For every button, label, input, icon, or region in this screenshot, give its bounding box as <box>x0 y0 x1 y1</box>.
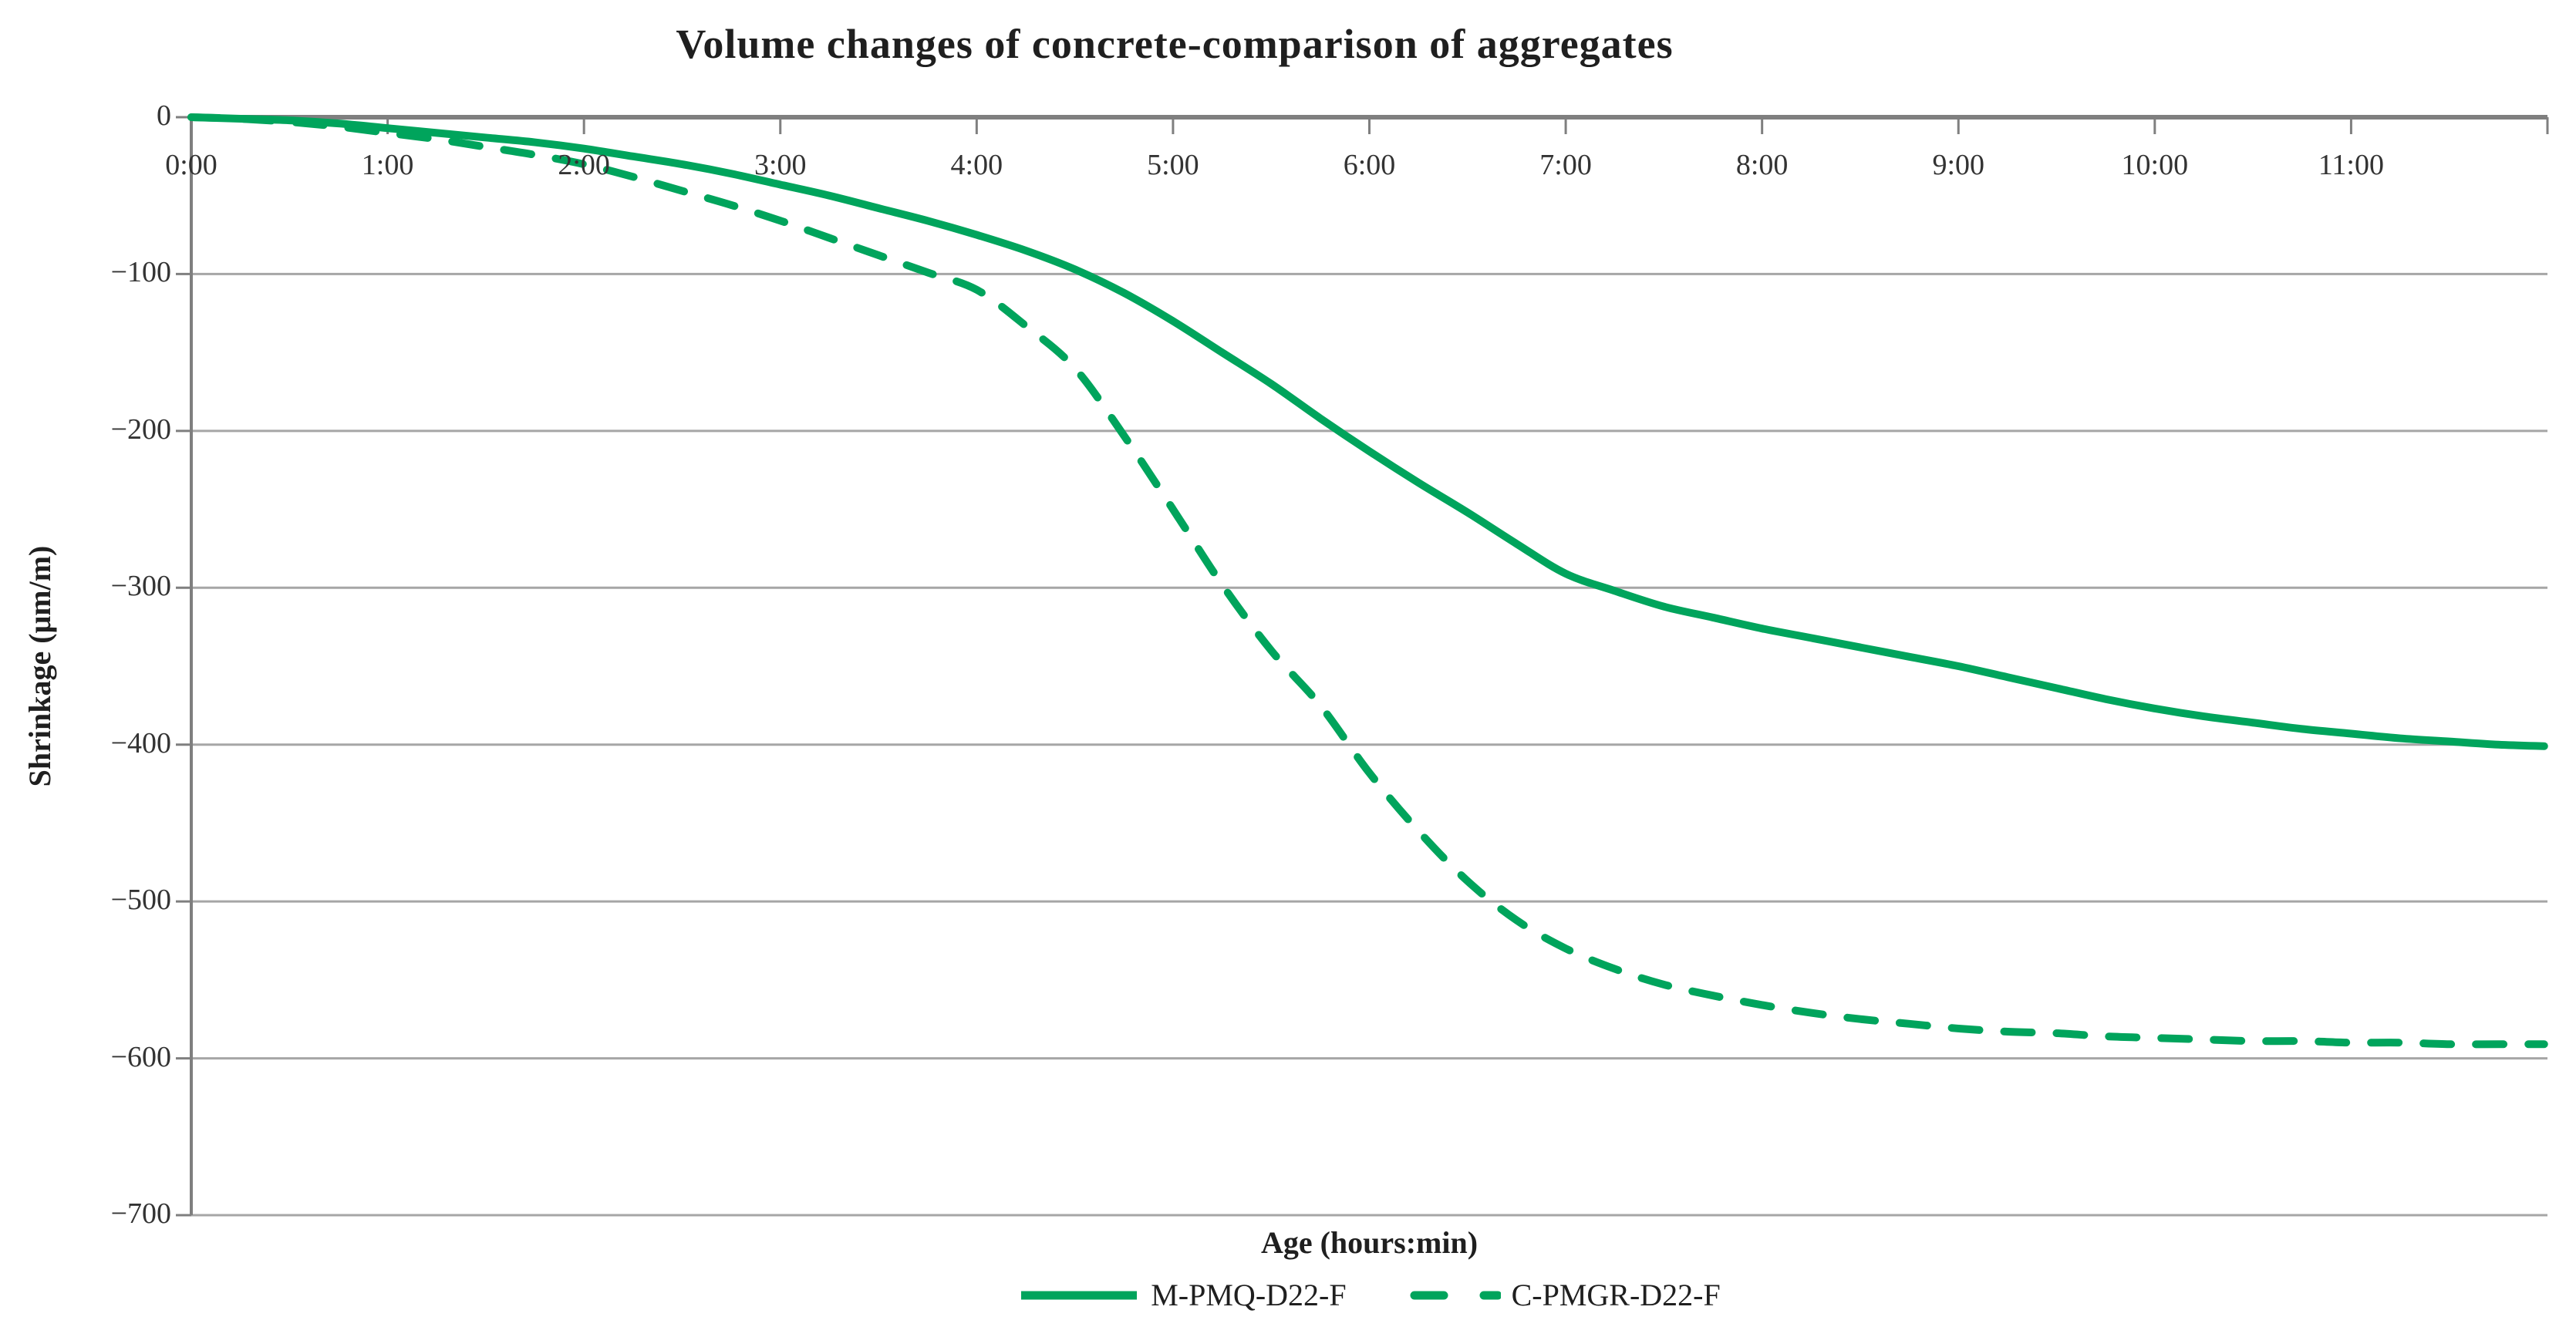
x-axis-title: Age (hours:min) <box>1260 1225 1479 1260</box>
y-tick-label: −700 <box>110 1197 171 1230</box>
x-tick-label: 11:00 <box>2318 149 2384 181</box>
x-tick-label: 6:00 <box>1343 149 1396 181</box>
legend-label-m-pmq-d22-f: M-PMQ-D22-F <box>1151 1278 1347 1312</box>
series-m-pmq-d22-f-line <box>187 113 2548 750</box>
y-tick-label: −500 <box>110 884 171 917</box>
solid-line-swatch <box>1021 1291 1138 1299</box>
dashed-line-swatch <box>1410 1291 1501 1299</box>
legend: M-PMQ-D22-F C-PMGR-D22-F <box>191 1277 2547 1313</box>
y-tick-label: 0 <box>157 99 171 132</box>
legend-label-c-pmgr-d22-f: C-PMGR-D22-F <box>1511 1278 1721 1312</box>
x-tick-label: 3:00 <box>754 149 807 181</box>
y-tick-label: −100 <box>110 256 171 289</box>
x-tick-label: 1:00 <box>361 149 414 181</box>
x-tick-label: 4:00 <box>950 149 1003 181</box>
x-tick-label: 10:00 <box>2121 149 2189 181</box>
x-tick-label: 0:00 <box>165 149 217 181</box>
y-tick-label: −600 <box>110 1040 171 1073</box>
y-tick-label: −300 <box>110 570 171 603</box>
x-tick-label: 8:00 <box>1735 149 1789 181</box>
x-tick-label: 9:00 <box>1932 149 1985 181</box>
legend-item-c-pmgr-d22-f: C-PMGR-D22-F <box>1408 1277 1721 1313</box>
y-tick-label: −400 <box>110 726 171 759</box>
legend-item-m-pmq-d22-f: M-PMQ-D22-F <box>1018 1277 1347 1313</box>
x-tick-label: 5:00 <box>1147 149 1199 181</box>
y-axis-title: Shrinkage (μm/m) <box>22 545 57 787</box>
x-tick-label: 2:00 <box>558 149 610 181</box>
y-tick-label: −200 <box>110 413 171 446</box>
x-tick-label: 7:00 <box>1539 149 1592 181</box>
chart-title: Volume changes of concrete-comparison of… <box>676 21 1674 67</box>
series-c-pmgr-d22-f-line <box>187 113 2548 1049</box>
